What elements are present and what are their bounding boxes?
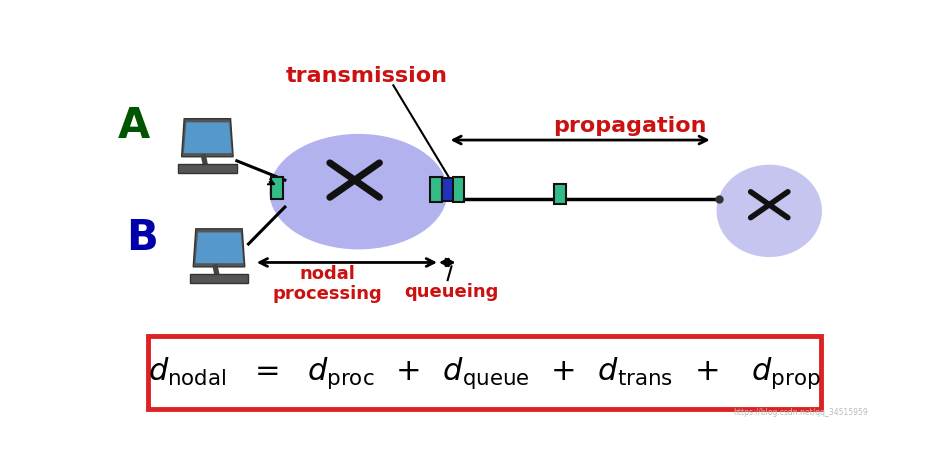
Ellipse shape xyxy=(716,164,822,257)
Ellipse shape xyxy=(270,134,447,249)
Polygon shape xyxy=(193,229,245,267)
Polygon shape xyxy=(184,122,232,153)
Text: transmission: transmission xyxy=(286,66,447,86)
Polygon shape xyxy=(182,118,233,157)
Bar xyxy=(453,177,464,201)
Text: queueing: queueing xyxy=(404,283,499,301)
FancyBboxPatch shape xyxy=(148,337,821,409)
Text: A: A xyxy=(117,105,149,147)
Text: https://blog.csdn.net/qq_34515959: https://blog.csdn.net/qq_34515959 xyxy=(733,408,867,417)
Text: nodal
processing: nodal processing xyxy=(272,264,382,303)
Bar xyxy=(429,177,442,201)
Polygon shape xyxy=(196,232,243,263)
Bar xyxy=(442,178,453,201)
Text: B: B xyxy=(126,217,157,259)
Bar xyxy=(271,177,283,199)
Text: $d_{\rm nodal}$  $=$  $d_{\rm proc}$  $+$  $d_{\rm queue}$  $+$  $d_{\rm trans}$: $d_{\rm nodal}$ $=$ $d_{\rm proc}$ $+$ $… xyxy=(148,355,821,391)
Bar xyxy=(178,164,236,173)
Text: propagation: propagation xyxy=(553,116,707,136)
Bar xyxy=(553,184,567,204)
Bar xyxy=(189,274,249,283)
